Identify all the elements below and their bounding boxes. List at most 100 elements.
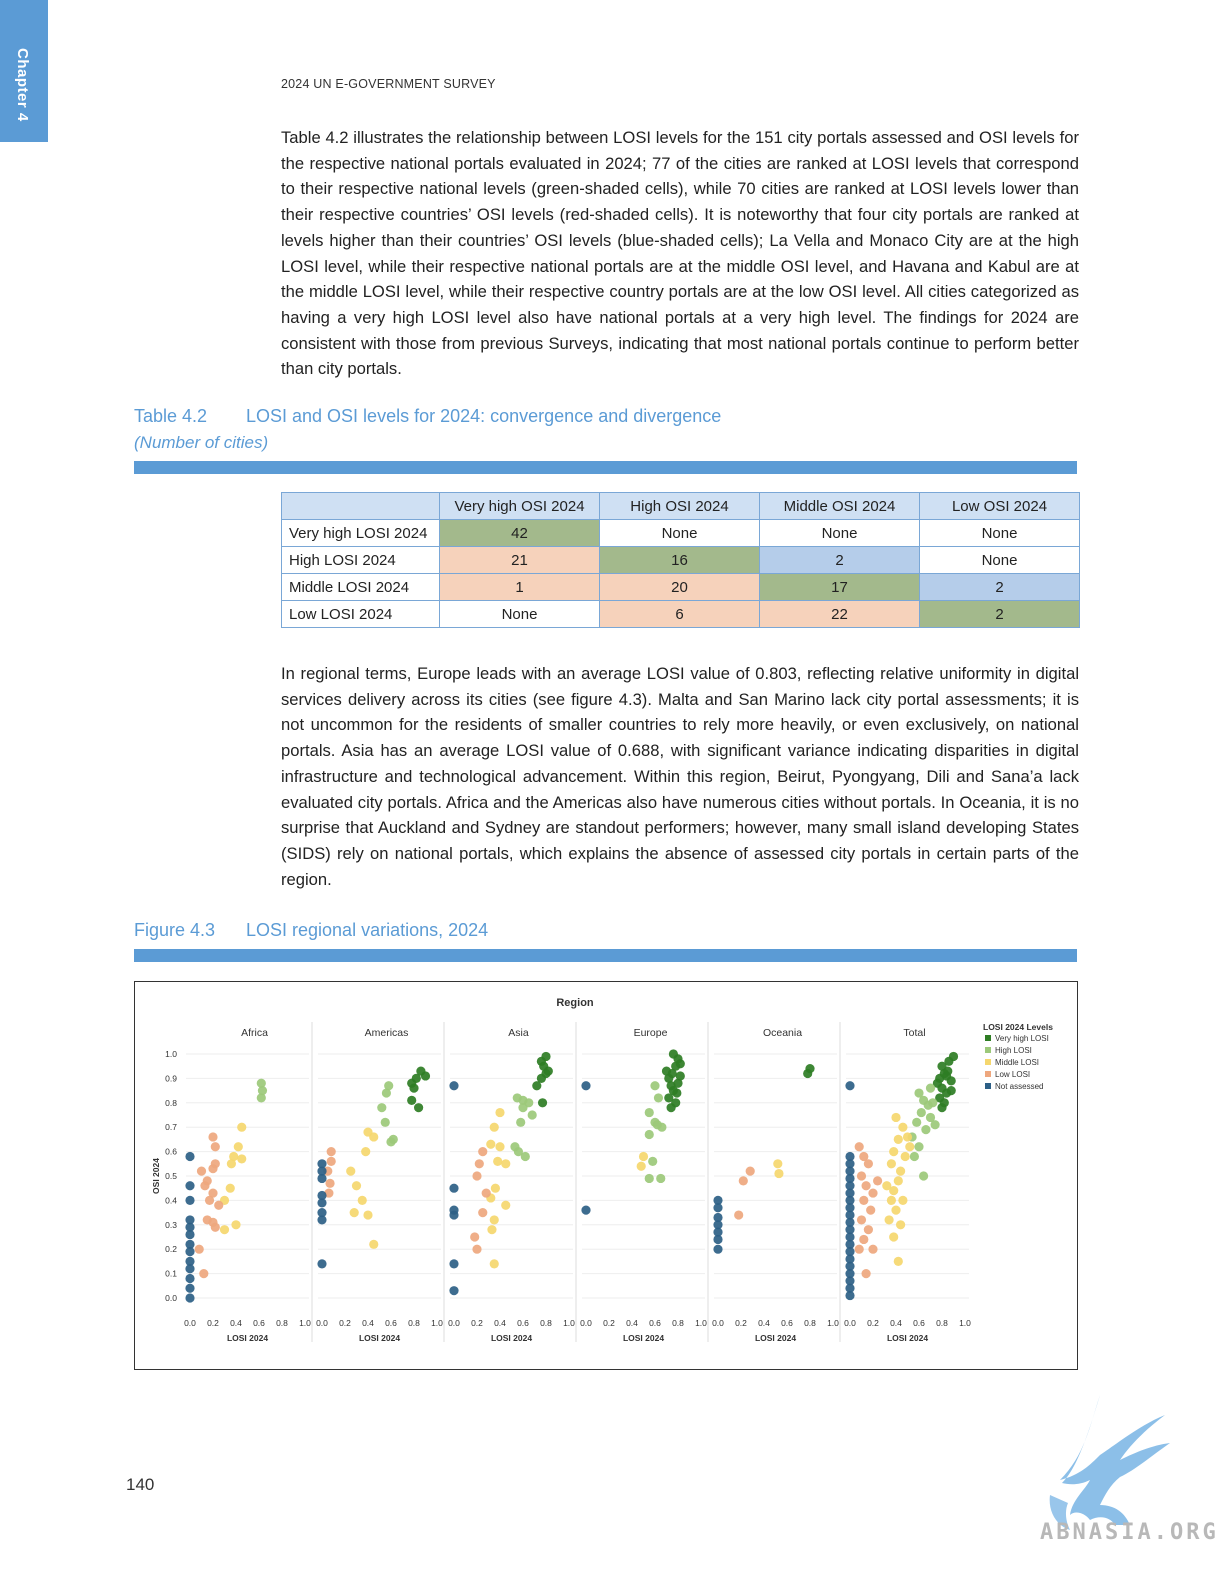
data-point — [527, 1110, 537, 1120]
x-tick-label: 0.2 — [603, 1318, 615, 1328]
data-point — [713, 1195, 723, 1205]
x-tick-label: 0.2 — [339, 1318, 351, 1328]
body-paragraph-2: In regional terms, Europe leads with an … — [281, 664, 1079, 889]
data-point — [889, 1186, 899, 1196]
data-point — [773, 1159, 783, 1169]
data-point — [863, 1225, 874, 1235]
legend-item: Very high LOSI — [995, 1034, 1049, 1043]
data-point — [208, 1188, 218, 1198]
watermark-text: ABNASIA.ORG — [1040, 1520, 1219, 1545]
x-tick-label: 0.2 — [207, 1318, 219, 1328]
data-point — [854, 1244, 864, 1254]
data-point — [845, 1247, 855, 1257]
data-point — [317, 1166, 327, 1176]
table-cell: 16 — [599, 546, 760, 574]
data-point — [257, 1086, 268, 1096]
data-point — [900, 1151, 910, 1162]
data-point — [656, 1173, 666, 1184]
data-point — [713, 1203, 723, 1213]
y-tick-label: 0.1 — [165, 1269, 177, 1279]
x-tick-label: 0.2 — [735, 1318, 747, 1328]
data-point — [532, 1081, 542, 1091]
x-tick-label: 0.8 — [408, 1318, 420, 1328]
data-point — [884, 1215, 894, 1225]
figure-frame: Region 0.0 0.1 0.2 0.3 0.4 0.5 0.6 0.7 0.8 0.9 1.0 O… — [134, 981, 1078, 1370]
data-point — [896, 1220, 906, 1230]
chart-title: Region — [556, 997, 594, 1009]
table-corner-cell — [281, 492, 440, 520]
data-point — [745, 1166, 755, 1176]
data-point — [411, 1073, 421, 1083]
data-point — [219, 1225, 230, 1235]
data-point — [845, 1203, 855, 1213]
x-axis-label: LOSI 2024 — [887, 1333, 928, 1343]
data-point — [921, 1125, 931, 1135]
column-header: High OSI 2024 — [599, 492, 760, 520]
data-point — [909, 1151, 920, 1162]
x-tick-label: 0.0 — [316, 1318, 328, 1328]
data-point — [231, 1220, 241, 1230]
data-point — [845, 1276, 855, 1286]
x-tick-label: 0.8 — [540, 1318, 552, 1328]
table-cell: None — [439, 600, 600, 628]
data-point — [845, 1173, 855, 1184]
data-point — [520, 1151, 530, 1162]
column-header: Middle OSI 2024 — [759, 492, 920, 520]
table-cell: None — [599, 519, 760, 547]
data-point — [204, 1195, 215, 1205]
scatter-chart: Region 0.0 0.1 0.2 0.3 0.4 0.5 0.6 0.7 0.8 0.9 1.0 O… — [151, 997, 1053, 1343]
data-point — [449, 1081, 459, 1091]
table-caption: Table 4.2 LOSI and OSI levels for 2024: c… — [134, 406, 721, 427]
legend-item: Middle LOSI — [995, 1058, 1039, 1067]
data-point — [734, 1210, 744, 1220]
x-tick-label: 0.8 — [672, 1318, 684, 1328]
legend-item: High LOSI — [995, 1046, 1032, 1055]
body-paragraph-1: Table 4.2 illustrates the relationship b… — [281, 128, 1079, 379]
data-point — [361, 1147, 371, 1157]
running-head: 2024 UN E-GOVERNMENT SURVEY — [281, 77, 496, 91]
data-point — [349, 1208, 359, 1218]
table-cell: 6 — [599, 600, 760, 628]
data-point — [407, 1095, 417, 1105]
data-point — [652, 1120, 662, 1130]
table-row: High LOSI 2024 21 16 2 None — [281, 546, 1080, 574]
data-point — [537, 1098, 548, 1108]
data-point — [449, 1183, 459, 1193]
data-point — [185, 1151, 195, 1162]
data-point — [845, 1269, 855, 1279]
data-point — [673, 1078, 683, 1088]
data-point — [381, 1088, 391, 1098]
data-point — [194, 1244, 204, 1254]
data-point — [210, 1159, 220, 1169]
data-point — [377, 1103, 387, 1113]
data-point — [914, 1142, 924, 1152]
data-point — [845, 1261, 855, 1271]
data-point — [478, 1147, 488, 1157]
table-cell: None — [919, 519, 1080, 547]
x-tick-label: 0.8 — [936, 1318, 948, 1328]
data-point — [317, 1173, 327, 1184]
figure-caption-bar — [134, 949, 1077, 962]
x-tick-label: 1.0 — [827, 1318, 839, 1328]
data-point — [914, 1088, 924, 1098]
data-point — [487, 1225, 497, 1235]
data-point — [845, 1159, 855, 1169]
data-point — [644, 1107, 654, 1118]
data-point — [489, 1215, 499, 1225]
data-point — [898, 1195, 908, 1205]
data-point — [675, 1059, 685, 1069]
data-point — [185, 1264, 195, 1274]
data-point — [905, 1142, 915, 1152]
table-cell: 20 — [599, 573, 760, 601]
data-point — [861, 1181, 871, 1191]
x-tick-label: 0.6 — [385, 1318, 397, 1328]
y-tick-label: 0.6 — [165, 1147, 177, 1157]
data-point — [369, 1132, 379, 1142]
data-point — [916, 1107, 926, 1118]
table-cell: 1 — [439, 573, 600, 601]
table-row: Middle LOSI 2024 1 20 17 2 — [281, 573, 1080, 601]
data-point — [845, 1151, 855, 1162]
x-axis-label: LOSI 2024 — [491, 1333, 532, 1343]
data-point — [510, 1142, 520, 1152]
table-cell: 21 — [439, 546, 600, 574]
